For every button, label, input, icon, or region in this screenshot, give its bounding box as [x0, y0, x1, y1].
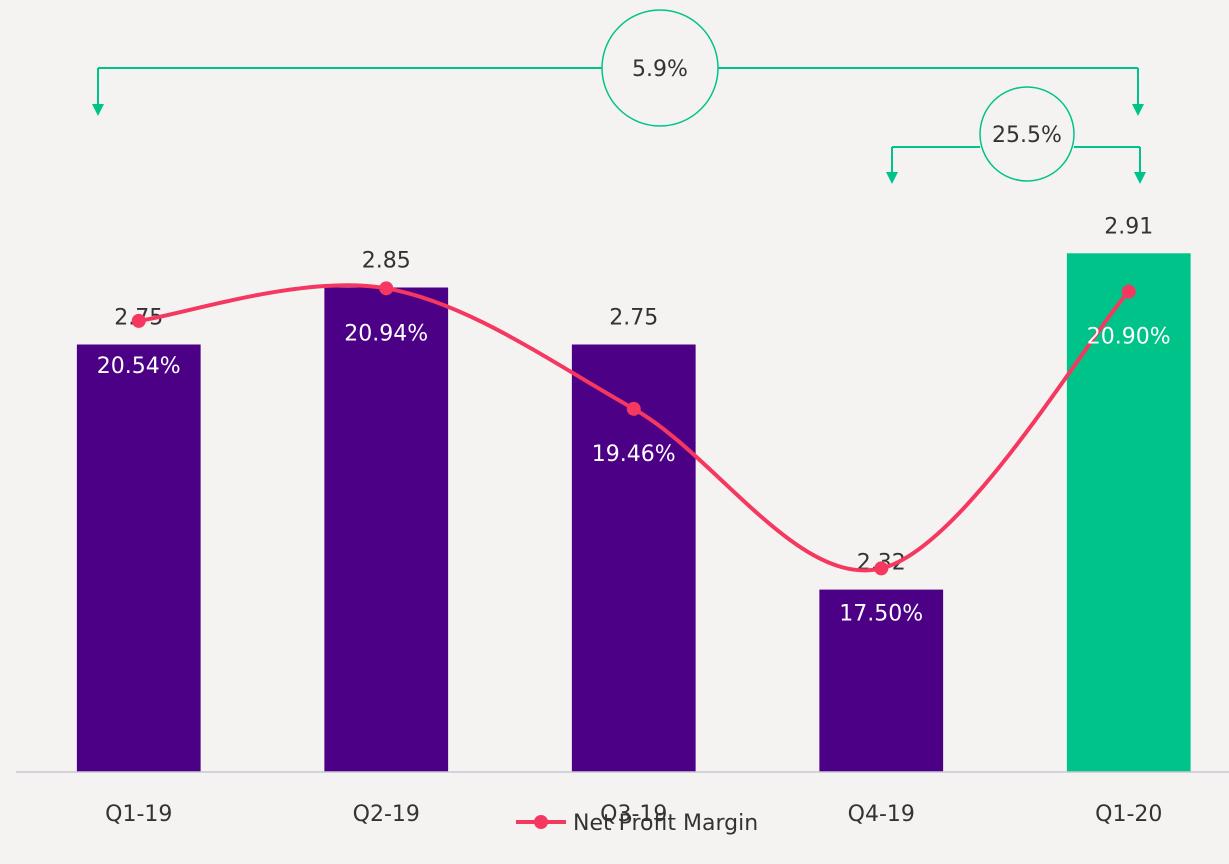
x-tick-label: Q3-19	[600, 802, 667, 827]
bracket-arrow	[886, 172, 898, 184]
line	[138, 283, 1131, 573]
bar	[819, 589, 944, 772]
bracket-arrow	[1132, 104, 1144, 116]
legend-label: Net Profit Margin	[573, 811, 758, 836]
bar-value-label: 2.91	[1104, 214, 1153, 239]
x-tick-label: Q4-19	[848, 802, 915, 827]
annotation-circle	[601, 9, 719, 127]
bar	[76, 344, 201, 772]
line-point	[874, 561, 889, 576]
line-point	[1121, 284, 1136, 299]
line-value-label: 20.54%	[97, 354, 181, 379]
line-point	[131, 313, 146, 328]
bar-value-label: 2.85	[362, 249, 411, 274]
x-tick-label: Q1-19	[105, 802, 172, 827]
line-point	[626, 401, 641, 416]
bracket-arrow	[1134, 172, 1146, 184]
legend-swatch-dot	[534, 815, 548, 829]
annotation-text: 25.5%	[992, 123, 1062, 148]
line-value-label: 19.46%	[592, 442, 676, 467]
bar	[324, 287, 449, 772]
line-value-label: 20.90%	[1087, 325, 1171, 350]
line-value-label: 17.50%	[839, 601, 923, 626]
bar	[1066, 253, 1191, 773]
bar-value-label: 2.75	[609, 306, 658, 331]
x-tick-label: Q2-19	[353, 802, 420, 827]
line-value-label: 20.94%	[344, 321, 428, 346]
x-tick-label: Q1-20	[1095, 802, 1162, 827]
bracket-arrow	[92, 104, 104, 116]
annotation-circle	[979, 86, 1075, 182]
annotation-text: 5.9%	[632, 57, 688, 82]
line-point	[379, 281, 394, 296]
